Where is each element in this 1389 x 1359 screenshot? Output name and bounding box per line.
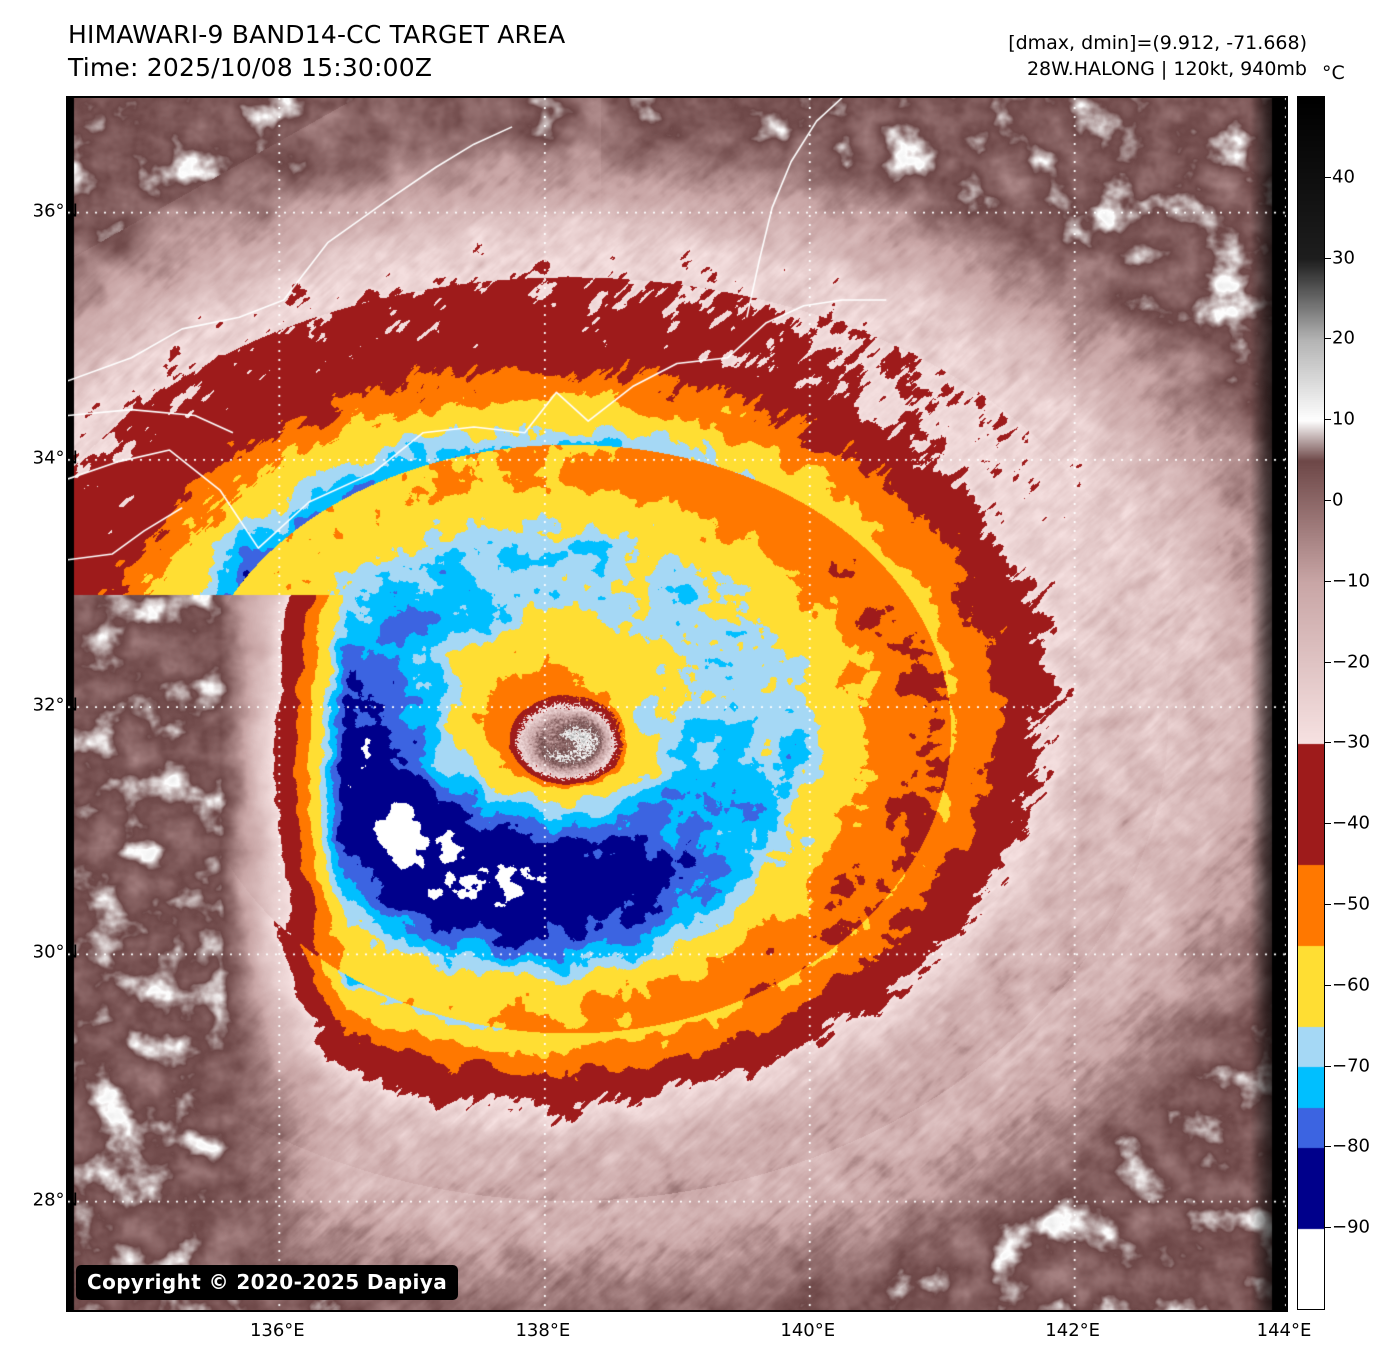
title-line-2: Time: 2025/10/08 15:30:00Z xyxy=(68,53,433,82)
y-axis-tick-label: 30°N xyxy=(32,941,78,963)
metadata-block: [dmax, dmin]=(9.912, -71.668) 28W.HALONG… xyxy=(1008,30,1307,82)
colorbar-tick-label: −90 xyxy=(1332,1216,1370,1238)
colorbar-tick-label: −80 xyxy=(1332,1135,1370,1157)
colorbar-tick-mark xyxy=(1324,823,1331,825)
colorbar-tick-mark xyxy=(1324,419,1331,421)
y-axis-tick-label: 28°N xyxy=(32,1189,78,1211)
colorbar xyxy=(1297,96,1325,1310)
colorbar-tick-mark xyxy=(1324,1146,1331,1148)
y-axis-tick-label: 34°N xyxy=(32,447,78,469)
page-title: HIMAWARI-9 BAND14-CC TARGET AREA Time: 2… xyxy=(68,18,565,84)
data-range-label: [dmax, dmin]=(9.912, -71.668) xyxy=(1008,32,1307,54)
colorbar-tick-mark xyxy=(1324,904,1331,905)
x-axis-tick-label: 144°E xyxy=(1256,1320,1312,1341)
storm-info-label: 28W.HALONG | 120kt, 940mb xyxy=(1026,58,1307,80)
colorbar-unit-label: °C xyxy=(1322,62,1345,84)
colorbar-tick-label: −40 xyxy=(1332,812,1370,834)
copyright-badge: Copyright © 2020-2025 Dapiya xyxy=(76,1265,459,1300)
colorbar-tick-label: −10 xyxy=(1332,570,1370,592)
colorbar-tick-label: 10 xyxy=(1332,408,1355,430)
colorbar-tick-mark xyxy=(1324,500,1331,501)
colorbar-tick-mark xyxy=(1324,984,1331,986)
colorbar-tick-label: −20 xyxy=(1332,651,1370,673)
colorbar-tick-label: 40 xyxy=(1332,166,1355,188)
title-line-1: HIMAWARI-9 BAND14-CC TARGET AREA xyxy=(68,20,566,49)
colorbar-tick-mark xyxy=(1324,257,1331,259)
colorbar-tick-mark xyxy=(1324,742,1331,744)
colorbar-tick-label: 20 xyxy=(1332,327,1355,349)
colorbar-tick-mark xyxy=(1324,1227,1331,1229)
colorbar-tick-mark xyxy=(1324,1065,1331,1067)
colorbar-tick-label: −30 xyxy=(1332,731,1370,753)
x-axis-tick-label: 140°E xyxy=(780,1320,836,1341)
x-axis-tick-label: 138°E xyxy=(515,1320,571,1341)
x-axis-tick-label: 142°E xyxy=(1045,1320,1101,1341)
colorbar-tick-label: −50 xyxy=(1332,893,1370,915)
colorbar-tick-label: −60 xyxy=(1332,974,1370,996)
satellite-map[interactable]: Copyright © 2020-2025 Dapiya xyxy=(66,96,1288,1312)
colorbar-tick-mark xyxy=(1324,176,1331,178)
colorbar-tick-label: −70 xyxy=(1332,1055,1370,1077)
colorbar-tick-mark xyxy=(1324,338,1331,340)
x-axis-tick-label: 136°E xyxy=(249,1320,305,1341)
colorbar-tick-label: 0 xyxy=(1332,489,1344,511)
satellite-imagery-canvas xyxy=(68,98,1286,1310)
y-axis-tick-label: 32°N xyxy=(32,694,78,716)
colorbar-tick-label: 30 xyxy=(1332,247,1355,269)
colorbar-tick-mark xyxy=(1324,580,1331,582)
colorbar-gradient xyxy=(1298,97,1324,1309)
y-axis-tick-label: 36°N xyxy=(32,200,78,222)
colorbar-tick-mark xyxy=(1324,661,1331,663)
